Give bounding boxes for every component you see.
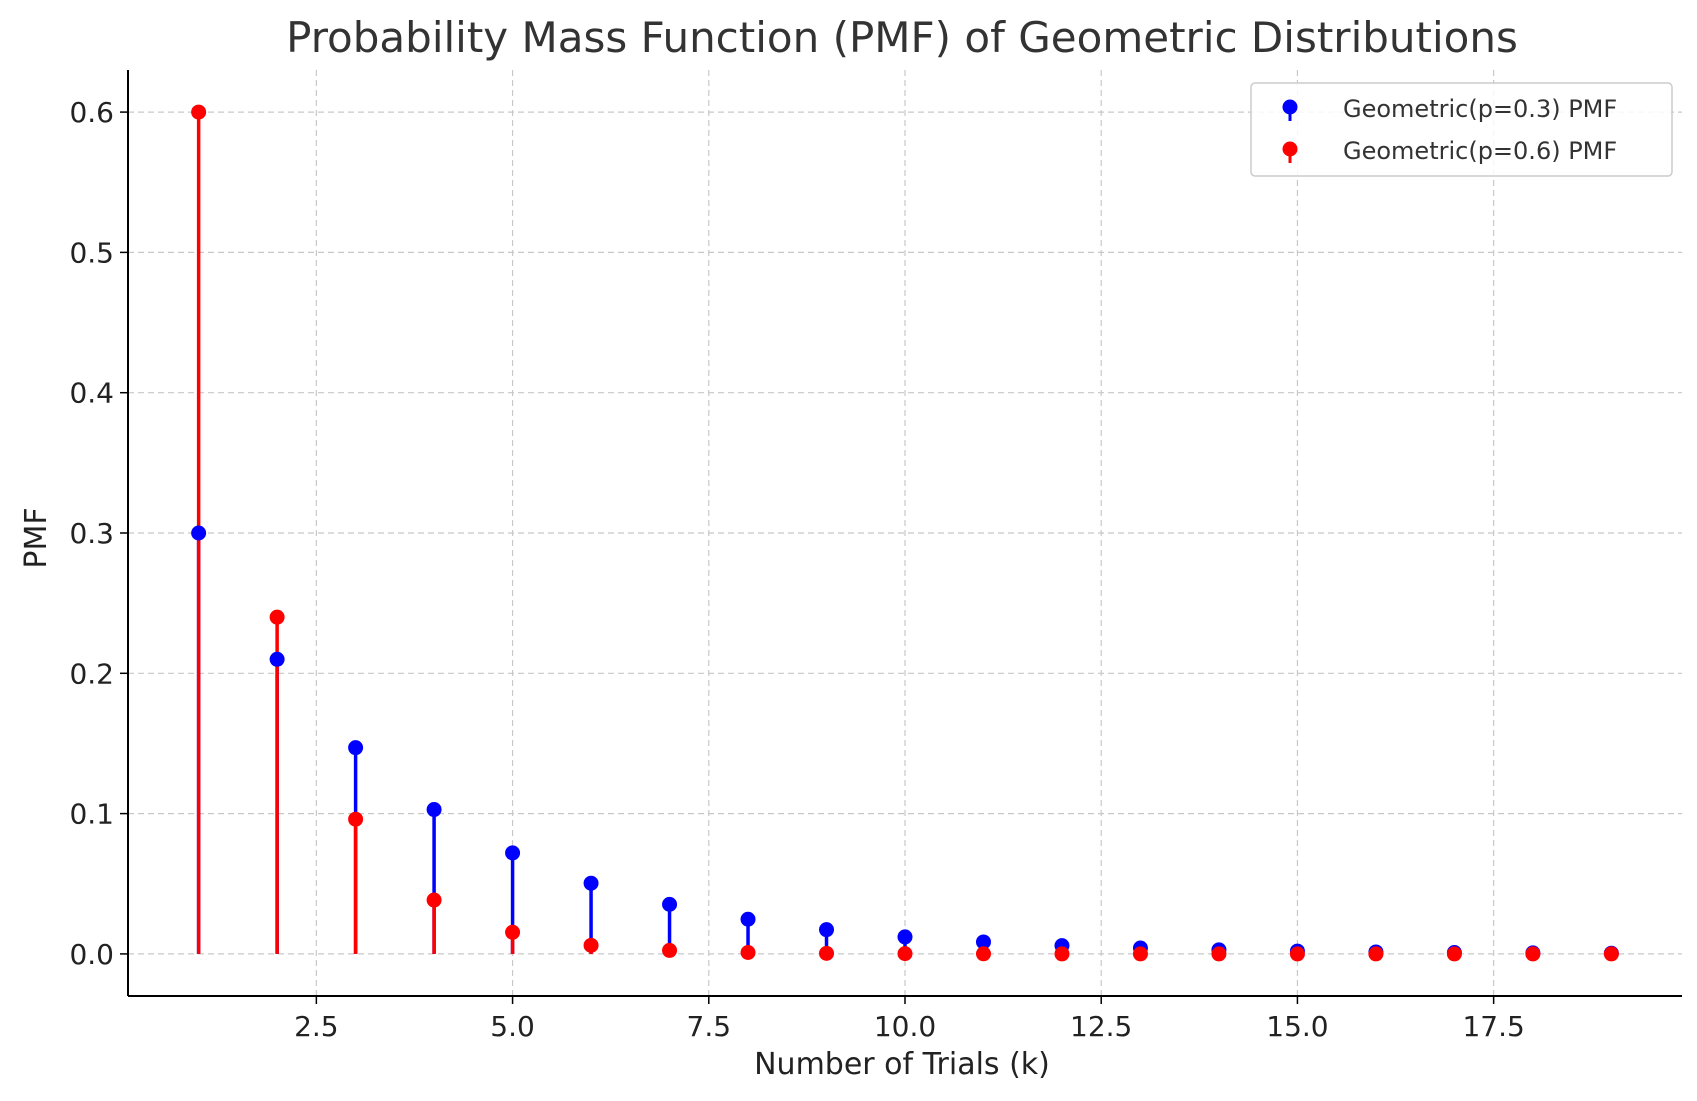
series-2-point (897, 946, 913, 962)
markers (191, 104, 1619, 962)
y-tick-label: 0.1 (69, 798, 114, 831)
y-tick-label: 0.6 (69, 96, 114, 129)
grid (128, 70, 1682, 996)
series-2-point (348, 811, 364, 827)
series-2-point (1289, 946, 1305, 962)
x-tick-label: 12.5 (1070, 1010, 1132, 1043)
series-1-point (191, 525, 207, 541)
series-2-point (662, 942, 678, 958)
series-2-point (1603, 946, 1619, 962)
series-1-point (740, 911, 756, 927)
x-tick-label: 5.0 (490, 1010, 535, 1043)
x-tick-label: 10.0 (874, 1010, 936, 1043)
x-axis-label: Number of Trials (k) (754, 1047, 1050, 1082)
x-tick-label: 7.5 (687, 1010, 732, 1043)
x-tick-label: 2.5 (294, 1010, 339, 1043)
x-tick-label: 15.0 (1266, 1010, 1328, 1043)
legend-box (1250, 82, 1673, 177)
legend-label: Geometric(p=0.6) PMF (1343, 137, 1617, 165)
y-tick-label: 0.4 (69, 377, 114, 410)
series-2-point (505, 924, 521, 940)
series-1-point (975, 934, 991, 950)
y-tick-label: 0.0 (69, 938, 114, 971)
series-2-point (1211, 946, 1227, 962)
legend: Geometric(p=0.3) PMF Geometric(p=0.6) PMF (1250, 82, 1673, 177)
series-2-point (975, 946, 991, 962)
series-2-point (1446, 946, 1462, 962)
series-2-point (191, 104, 207, 120)
series-2-point (740, 945, 756, 961)
series-2-point (1132, 946, 1148, 962)
chart-title: Probability Mass Function (PMF) of Geome… (286, 13, 1518, 62)
legend-label: Geometric(p=0.3) PMF (1343, 95, 1617, 123)
series-1-point (897, 929, 913, 945)
series-2-point (1368, 946, 1384, 962)
series-1-point (819, 922, 835, 938)
series-1-point (662, 896, 678, 912)
y-tick-label: 0.2 (69, 657, 114, 690)
series-1-point (269, 651, 285, 667)
series-2-point (819, 945, 835, 961)
series-2-point (269, 609, 285, 625)
y-tick-label: 0.3 (69, 517, 114, 550)
series-2-point (426, 892, 442, 908)
series-2-point (1525, 946, 1541, 962)
series-2-point (583, 937, 599, 953)
series-1-point (348, 740, 364, 756)
series-1-point (426, 802, 442, 818)
series-1-point (505, 845, 521, 861)
axes: 2.5 5.0 7.5 10.0 12.5 15.0 17.5 0.0 0.1 0.2 0.3 0.4… (69, 70, 1682, 1043)
legend-marker (1282, 141, 1298, 157)
x-tick-label: 17.5 (1462, 1010, 1524, 1043)
series-1-point (583, 875, 599, 891)
series-2-point (1054, 946, 1070, 962)
y-axis-label: PMF (19, 507, 54, 568)
legend-marker (1282, 99, 1298, 115)
y-tick-label: 0.5 (69, 236, 114, 269)
